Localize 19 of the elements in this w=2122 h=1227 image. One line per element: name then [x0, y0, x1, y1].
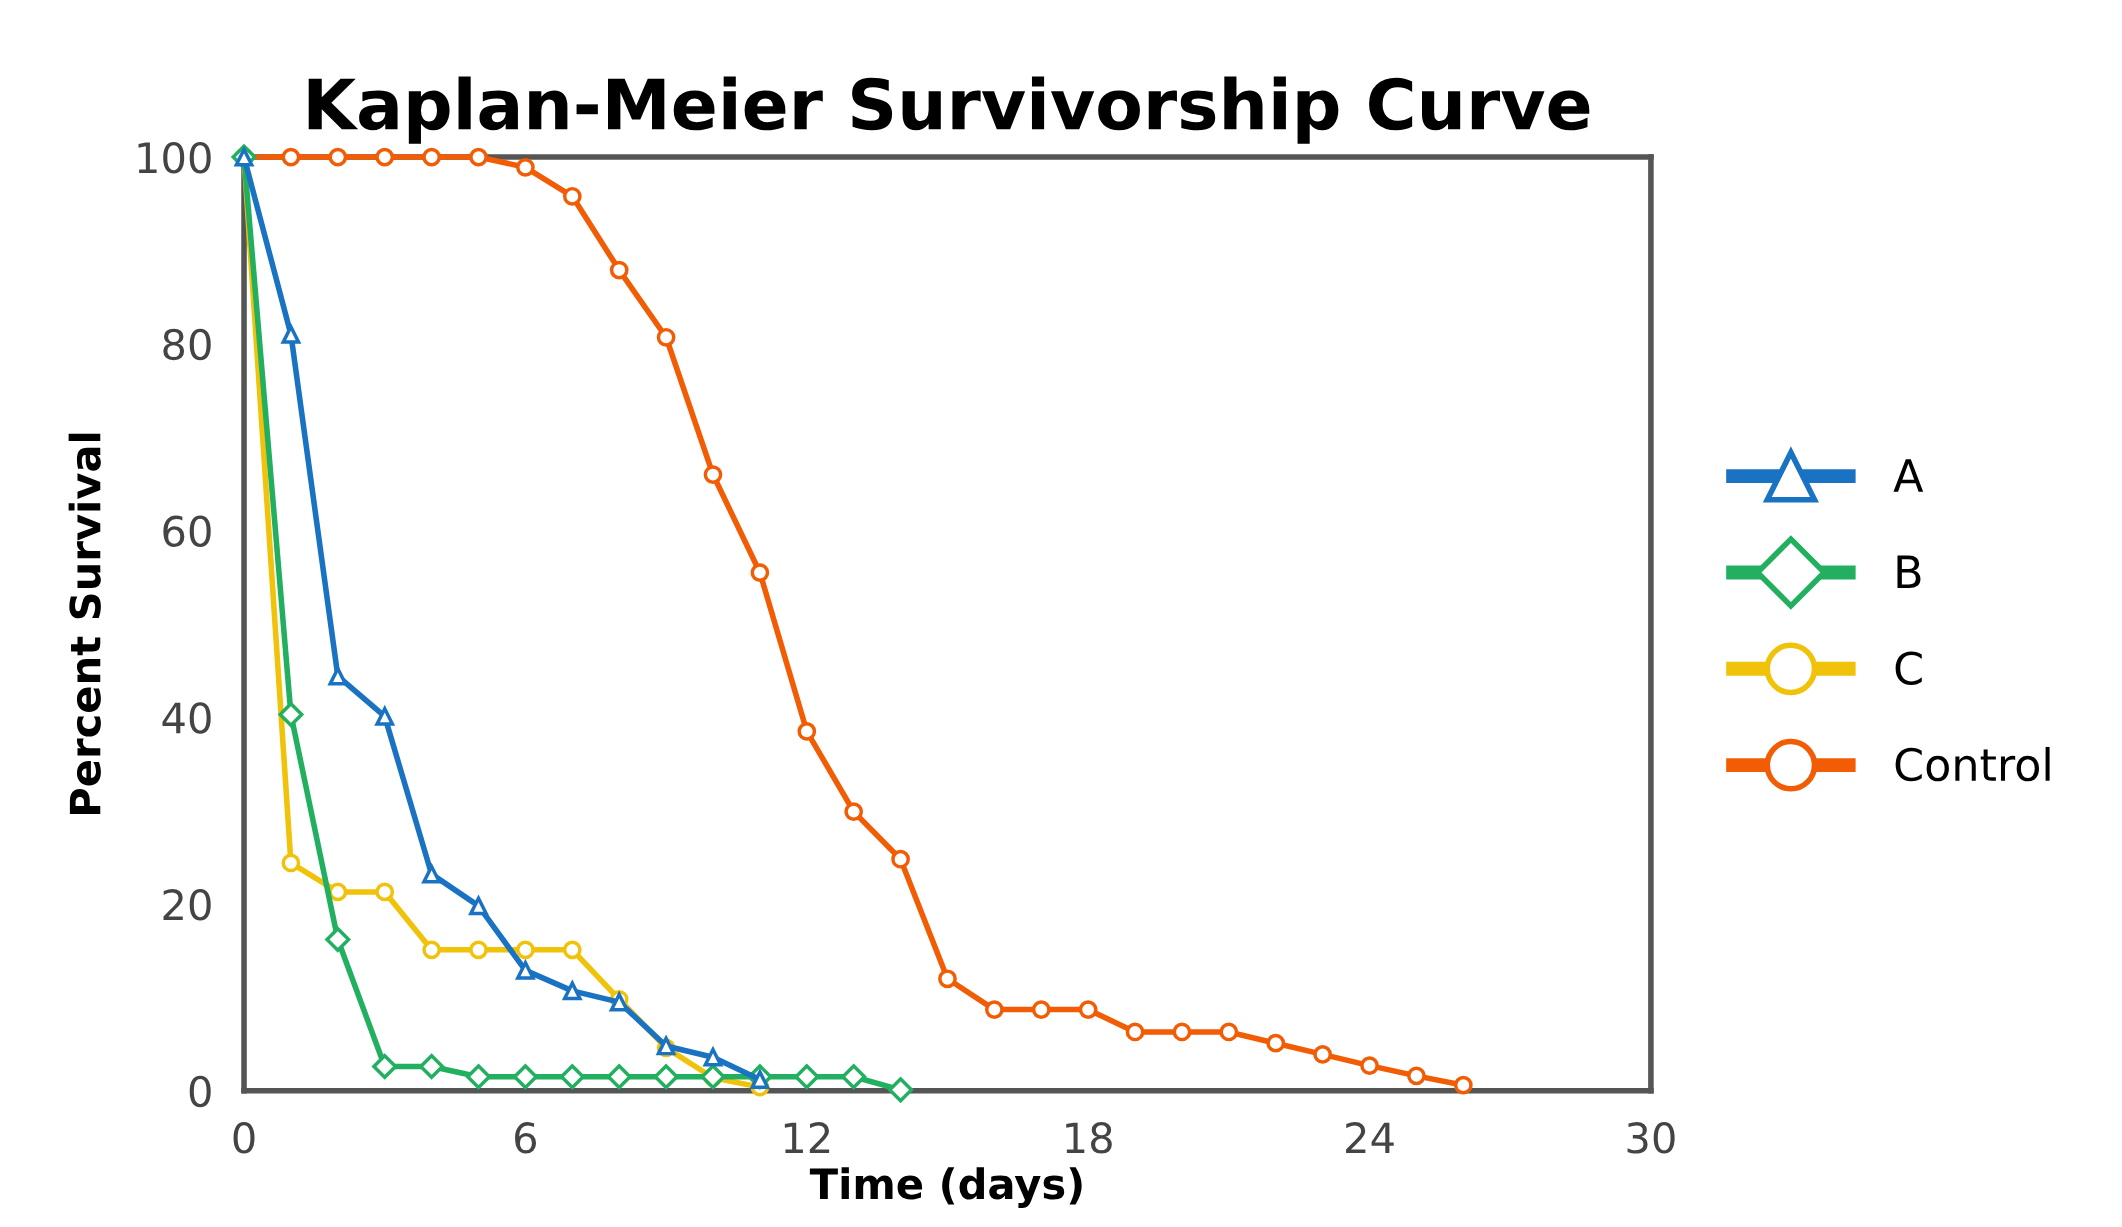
- y-tick-label: 80: [163, 328, 211, 361]
- y-tick-label: 20: [163, 888, 211, 921]
- x-axis-title: Time (days): [809, 1167, 1082, 1208]
- x-tick-label: 24: [1346, 1122, 1394, 1154]
- legend-label: A: [1893, 459, 1924, 492]
- x-tick-label: 30: [1627, 1122, 1675, 1154]
- x-tick-label: 6: [515, 1122, 537, 1154]
- y-tick-label: 100: [138, 141, 211, 174]
- y-axis-title: Percent Survival: [68, 433, 101, 814]
- legend-label: Control: [1895, 746, 2050, 782]
- x-tick-label: 0: [233, 1122, 255, 1154]
- y-tick-label: 60: [163, 515, 211, 547]
- legend-label: B: [1897, 555, 1921, 589]
- y-tick-label: 40: [162, 702, 211, 734]
- legend-label: C: [1895, 651, 1922, 685]
- x-tick-label: 18: [1066, 1122, 1112, 1154]
- y-tick-label: 0: [189, 1075, 211, 1108]
- x-tick-label: 12: [784, 1122, 830, 1154]
- chart-title: Kaplan-Meier Survivorship Curve: [308, 76, 1590, 144]
